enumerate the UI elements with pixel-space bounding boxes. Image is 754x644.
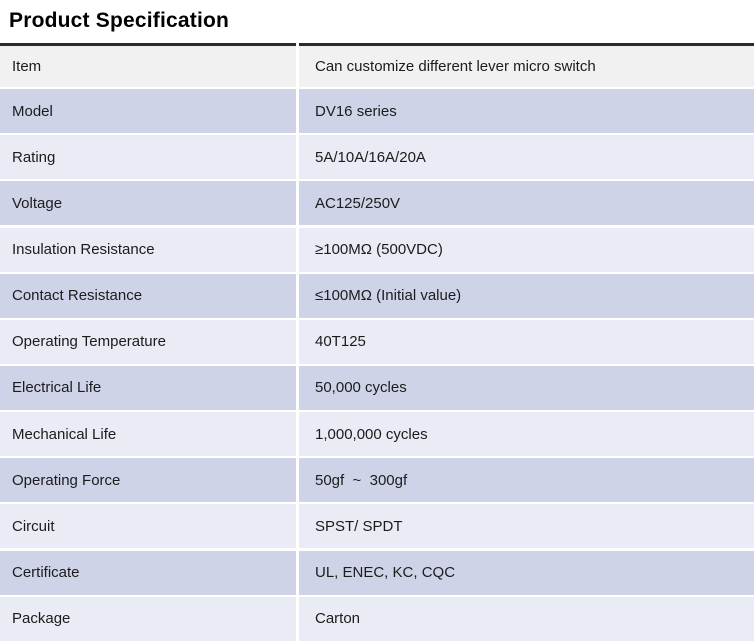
spec-row-label: Model bbox=[0, 89, 296, 134]
spec-row-value: 5A/10A/16A/20A bbox=[299, 135, 754, 180]
spec-row-label: Item bbox=[0, 43, 296, 87]
spec-row-label: Operating Temperature bbox=[0, 319, 296, 364]
spec-row-value: 50gf ~ 300gf bbox=[299, 458, 754, 503]
spec-row-value: UL, ENEC, KC, CQC bbox=[299, 550, 754, 595]
spec-row-label: Operating Force bbox=[0, 458, 296, 503]
spec-row-value: 1,000,000 cycles bbox=[299, 412, 754, 457]
spec-row-value: SPST/ SPDT bbox=[299, 504, 754, 549]
spec-row-label: Electrical Life bbox=[0, 365, 296, 410]
spec-row-label: Rating bbox=[0, 135, 296, 180]
spec-row-label: Contact Resistance bbox=[0, 273, 296, 318]
spec-row-value: DV16 series bbox=[299, 89, 754, 134]
spec-row-label: Package bbox=[0, 596, 296, 641]
spec-row-value: Carton bbox=[299, 596, 754, 641]
spec-row-label: Circuit bbox=[0, 504, 296, 549]
spec-row-value: ≤100MΩ (Initial value) bbox=[299, 273, 754, 318]
spec-row-value: ≥100MΩ (500VDC) bbox=[299, 227, 754, 272]
spec-row-label: Mechanical Life bbox=[0, 412, 296, 457]
spec-row-value: Can customize different lever micro swit… bbox=[299, 43, 754, 87]
spec-row-value: 50,000 cycles bbox=[299, 365, 754, 410]
spec-row-label: Voltage bbox=[0, 181, 296, 226]
spec-row-value: AC125/250V bbox=[299, 181, 754, 226]
page-title: Product Specification bbox=[9, 9, 230, 32]
spec-row-value: 40T125 bbox=[299, 319, 754, 364]
spec-row-label: Insulation Resistance bbox=[0, 227, 296, 272]
spec-table: Item Can customize different lever micro … bbox=[0, 43, 754, 641]
spec-row-label: Certificate bbox=[0, 550, 296, 595]
